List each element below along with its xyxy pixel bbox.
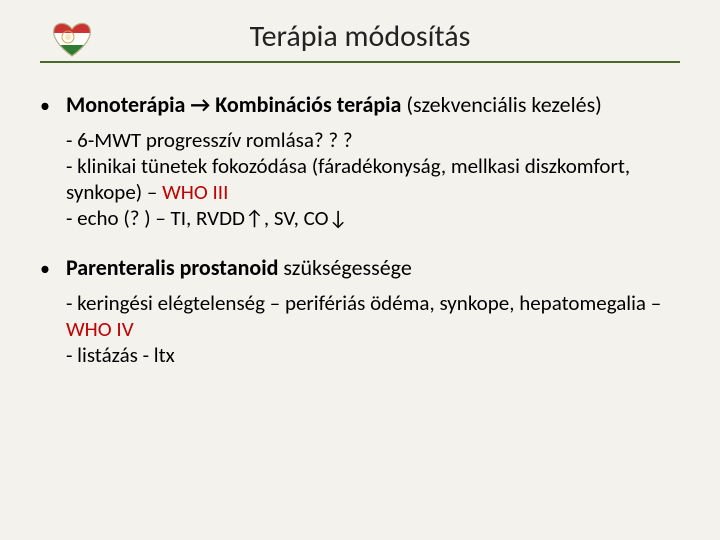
slide-header: Terápia módosítás [40,18,680,66]
bullet-item-1: • Monoterápia → Kombinációs terápia (sze… [40,92,680,119]
slide-content: • Monoterápia → Kombinációs terápia (sze… [40,92,680,368]
bullet1-rest: (szekvenciális kezelés) [406,91,601,118]
bullet-text: Parenteralis prostanoid szükségessége [66,255,680,282]
sub-line: - 6-MWT progresszív romlása? ? ? [66,127,680,153]
who-label: WHO III [162,179,228,205]
sub-line-text: - keringési elégtelenség – perifériás öd… [66,290,661,316]
bullet-marker: • [40,94,66,118]
sub-line: - echo (? ) – TI, RVDD↑, SV, CO↓ [66,205,680,231]
bullet-item-2: • Parenteralis prostanoid szükségessége [40,255,680,282]
bullet2-sub: - keringési elégtelenség – perifériás öd… [66,290,680,368]
sub-line: - klinikai tünetek fokozódása (fáradékon… [66,153,680,205]
sub-line: - keringési elégtelenség – perifériás öd… [66,290,680,342]
bullet2-rest: szükségessége [283,254,411,281]
who-label: WHO IV [66,316,134,342]
title-underline [40,61,680,63]
logo-icon [50,20,94,58]
sub-line-text: - klinikai tünetek fokozódása (fáradékon… [66,153,630,205]
sub-line: - listázás - ltx [66,342,680,368]
bullet2-bold: Parenteralis prostanoid [66,254,283,281]
bullet1-sub: - 6-MWT progresszív romlása? ? ? - klini… [66,127,680,231]
slide: Terápia módosítás • Monoterápia → Kombin… [0,0,720,540]
bullet-marker: • [40,257,66,281]
bullet1-bold: Monoterápia → Kombinációs terápia [66,91,406,118]
slide-title: Terápia módosítás [40,18,680,55]
bullet-text: Monoterápia → Kombinációs terápia (szekv… [66,92,680,119]
